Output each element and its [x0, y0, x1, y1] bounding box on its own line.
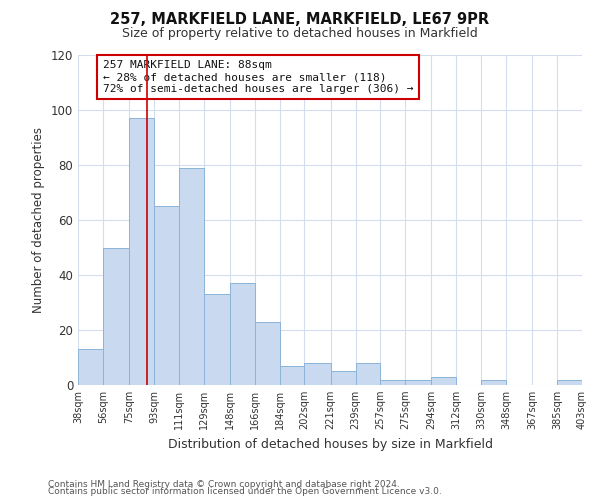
Bar — [280, 366, 304, 385]
Bar — [431, 377, 457, 385]
Text: 257, MARKFIELD LANE, MARKFIELD, LE67 9PR: 257, MARKFIELD LANE, MARKFIELD, LE67 9PR — [110, 12, 490, 28]
Bar — [304, 363, 331, 385]
X-axis label: Distribution of detached houses by size in Markfield: Distribution of detached houses by size … — [167, 438, 493, 450]
Text: Contains HM Land Registry data © Crown copyright and database right 2024.: Contains HM Land Registry data © Crown c… — [48, 480, 400, 489]
Bar — [557, 380, 582, 385]
Bar — [230, 283, 255, 385]
Bar — [331, 371, 356, 385]
Bar — [179, 168, 203, 385]
Bar — [154, 206, 179, 385]
Bar — [203, 294, 230, 385]
Bar — [103, 248, 129, 385]
Bar — [356, 363, 380, 385]
Text: Contains public sector information licensed under the Open Government Licence v3: Contains public sector information licen… — [48, 488, 442, 496]
Bar — [255, 322, 280, 385]
Bar — [481, 380, 506, 385]
Bar — [78, 349, 103, 385]
Bar — [380, 380, 405, 385]
Text: 257 MARKFIELD LANE: 88sqm
← 28% of detached houses are smaller (118)
72% of semi: 257 MARKFIELD LANE: 88sqm ← 28% of detac… — [103, 60, 413, 94]
Bar — [129, 118, 154, 385]
Y-axis label: Number of detached properties: Number of detached properties — [32, 127, 45, 313]
Text: Size of property relative to detached houses in Markfield: Size of property relative to detached ho… — [122, 28, 478, 40]
Bar — [405, 380, 431, 385]
